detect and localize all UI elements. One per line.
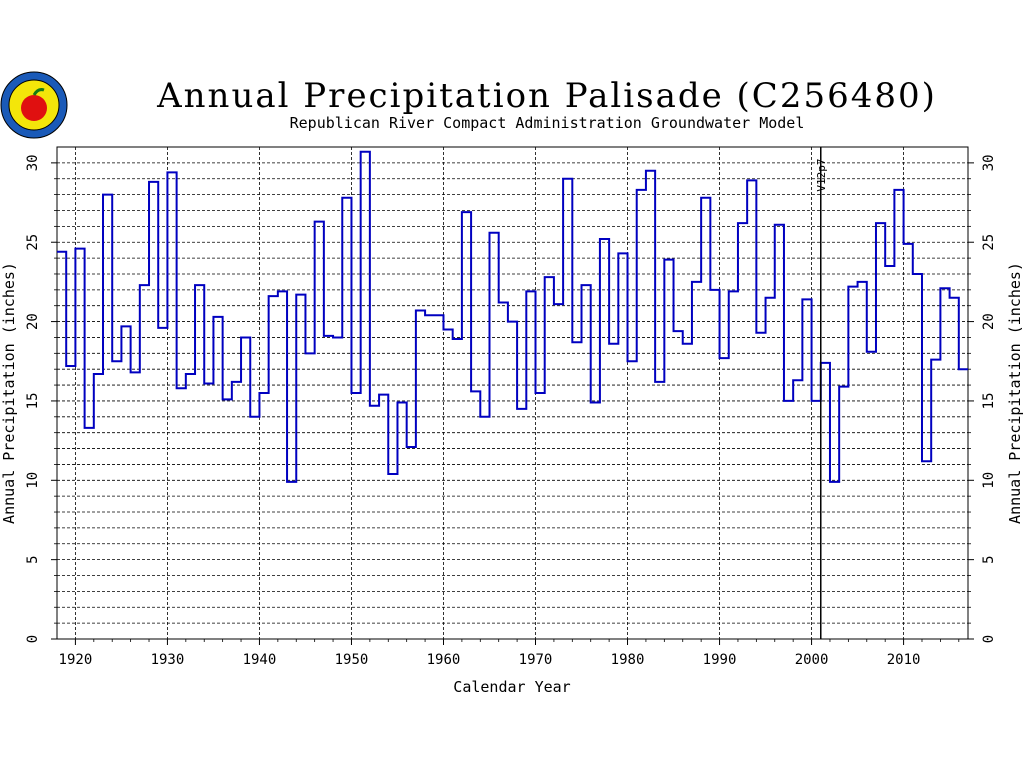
chart-subtitle: Republican River Compact Administration … [290, 114, 805, 132]
y-tick-label-right: 30 [981, 154, 997, 171]
x-axis-label: Calendar Year [453, 678, 570, 696]
y-tick-label-right: 5 [981, 555, 997, 563]
x-tick-label: 2000 [795, 652, 829, 668]
plot-frame [56, 146, 969, 640]
x-tick-label: 1980 [611, 652, 645, 668]
precipitation-step-line [57, 150, 968, 483]
y-axis-label-left: Annual Precipitation (inches) [0, 262, 18, 524]
annotation-label: V12p7 [815, 158, 828, 191]
x-tick-label: 2010 [887, 652, 921, 668]
y-tick-label-left: 5 [25, 555, 41, 563]
y-tick-label-right: 25 [981, 234, 997, 251]
y-tick-label-right: 20 [981, 313, 997, 330]
y-tick-label-left: 0 [25, 635, 41, 643]
logo-seal [0, 71, 68, 139]
axis-ticks: 1920 1930 1940 1950 1960 1970 1980 1990 2000 2010… [25, 154, 997, 668]
chart-title: Annual Precipitation Palisade (C256480) [156, 76, 937, 116]
x-tick-label: 1920 [59, 652, 93, 668]
y-tick-label-right: 15 [981, 393, 997, 410]
x-tick-label: 1960 [427, 652, 461, 668]
y-tick-label-right: 10 [981, 472, 997, 489]
x-tick-label: 1940 [243, 652, 277, 668]
x-tick-label: 1990 [703, 652, 737, 668]
y-tick-label-left: 20 [25, 313, 41, 330]
y-tick-label-left: 10 [25, 472, 41, 489]
x-tick-label: 1930 [151, 652, 185, 668]
y-tick-label-left: 15 [25, 393, 41, 410]
y-tick-label-right: 0 [981, 635, 997, 643]
x-tick-label: 1950 [335, 652, 369, 668]
y-tick-label-left: 30 [25, 154, 41, 171]
y-axis-label-right: Annual Precipitation (inches) [1006, 262, 1024, 524]
series-layer [57, 150, 968, 483]
annotation-layer: V12p7 [815, 147, 828, 639]
y-tick-label-left: 25 [25, 234, 41, 251]
x-tick-label: 1970 [519, 652, 553, 668]
grid [57, 147, 968, 639]
